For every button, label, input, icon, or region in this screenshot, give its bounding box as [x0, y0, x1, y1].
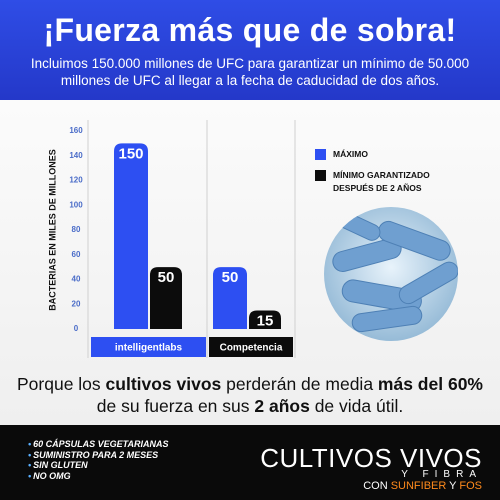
y-tick-label: 160 [69, 126, 83, 135]
x-tick-label: Competencia [220, 343, 283, 354]
title: ¡Fuerza más que de sobra! [43, 12, 457, 48]
feature: 60 CÁPSULAS VEGETARIANAS [28, 439, 168, 450]
caption-part: 2 años [254, 396, 310, 416]
feature-list: 60 CÁPSULAS VEGETARIANASSUMINISTRO PARA … [28, 439, 169, 482]
footer: 60 CÁPSULAS VEGETARIANASSUMINISTRO PARA … [0, 425, 500, 500]
tagline-part: CON [363, 480, 391, 492]
value-label: 50 [222, 269, 239, 286]
tagline-part: Y [446, 480, 460, 492]
y-axis-label: BACTERIAS EN MILES DE MILLONES [47, 149, 57, 311]
bar [249, 310, 281, 329]
category-box [91, 337, 206, 357]
value-label: 15 [257, 312, 274, 329]
tagline-part: SUNFIBER [390, 480, 447, 492]
legend-swatch [315, 149, 326, 160]
y-tick-label: 120 [69, 176, 83, 185]
feature: SIN GLUTEN [28, 460, 169, 471]
feature: NO OMG [28, 471, 169, 482]
bacteria-image [324, 207, 458, 341]
y-tick-label: 140 [69, 151, 83, 160]
banner: ¡Fuerza más que de sobra! Incluimos 150.… [0, 0, 500, 100]
chart: BACTERIAS EN MILES DE MILLONES 0 20 40 60 80 1… [47, 120, 296, 358]
legend-label: MÁXIMO [333, 149, 368, 159]
legend-label: MÍNIMO GARANTIZADO DESPUÉS DE 2 AÑOS [333, 170, 430, 193]
caption-part: de su fuerza en sus [96, 396, 255, 416]
feature: SUMINISTRO PARA 2 MESES [28, 450, 169, 461]
bar [150, 267, 182, 329]
value-label: 150 [118, 145, 143, 162]
caption-part: Porque los [17, 374, 106, 394]
caption-part: cultivos vivos [105, 374, 222, 394]
y-tick-label: 60 [72, 250, 81, 259]
headline: CULTIVOS VIVOS [260, 443, 482, 473]
legend-item: MÁXIMO [315, 148, 445, 161]
tagline-part: FOS [459, 480, 482, 492]
caption-part: de vida útil. [309, 396, 404, 416]
y-tick-label: 100 [69, 200, 83, 209]
description: Incluimos 150.000 millones de UFC para g… [30, 56, 470, 88]
x-tick-label: intelligentlabs [115, 343, 183, 354]
bar [114, 143, 148, 329]
y-tick-label: 20 [72, 299, 81, 308]
caption-part: más del 60% [377, 374, 483, 394]
y-tick-label: 40 [72, 275, 81, 284]
y-tick-label: 0 [74, 324, 79, 333]
y-tick-label: 80 [72, 225, 81, 234]
caption-part: perderán de media [221, 374, 378, 394]
subheadline: Y FIBRA [401, 469, 482, 480]
tagline: CON SUNFIBER Y FOS [363, 480, 482, 492]
legend: MÁXIMO MÍNIMO GARANTIZADO DESPUÉS DE 2 AÑ… [315, 148, 445, 203]
legend-item: MÍNIMO GARANTIZADO DESPUÉS DE 2 AÑOS [315, 169, 445, 195]
category-box [209, 337, 293, 357]
legend-swatch [315, 170, 326, 181]
value-label: 50 [158, 269, 175, 286]
caption: Porque los cultivos vivos perderán de me… [10, 373, 490, 417]
bar [213, 267, 247, 329]
